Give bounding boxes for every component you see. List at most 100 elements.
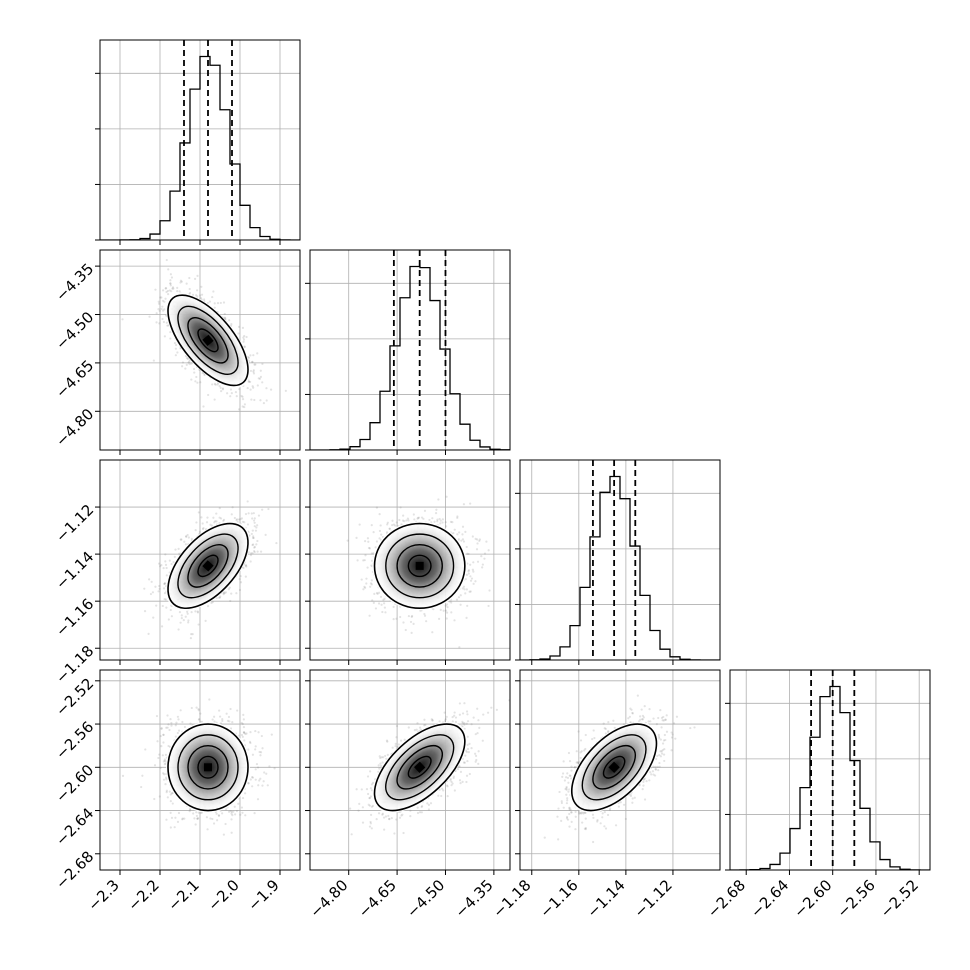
scatter-point — [180, 617, 183, 620]
scatter-point — [448, 600, 451, 603]
scatter-point — [252, 536, 255, 540]
scatter-point — [252, 543, 255, 546]
scatter-point — [184, 535, 188, 538]
scatter-point — [444, 609, 448, 612]
scatter-point — [456, 533, 459, 536]
scatter-point — [257, 377, 260, 380]
scatter-point — [475, 548, 479, 551]
scatter-point — [251, 529, 254, 532]
scatter-point — [249, 560, 252, 563]
scatter-point — [238, 408, 241, 411]
scatter-point — [423, 509, 427, 512]
scatter-point — [184, 615, 187, 618]
scatter-point — [230, 513, 233, 516]
plot-area — [310, 460, 510, 660]
scatter-point — [373, 592, 376, 595]
scatter-point — [399, 506, 402, 509]
scatter-point — [372, 601, 375, 604]
scatter-point — [163, 308, 166, 311]
scatter-point — [366, 537, 370, 540]
scatter-point — [243, 334, 246, 338]
scatter-point — [151, 591, 154, 594]
scatter-point — [218, 506, 221, 510]
scatter-point — [244, 575, 247, 578]
scatter-point — [269, 388, 273, 391]
scatter-point — [458, 646, 461, 649]
scatter-point — [163, 335, 166, 338]
scatter-point — [191, 293, 195, 296]
scatter-point — [171, 286, 175, 289]
scatter-point — [237, 518, 241, 521]
scatter-point — [402, 621, 405, 624]
scatter-point — [407, 614, 410, 618]
scatter-point — [196, 295, 199, 298]
scatter-point — [428, 518, 431, 522]
scatter-point — [213, 398, 216, 401]
scatter-point — [481, 566, 484, 569]
scatter-point — [252, 386, 255, 389]
scatter-point — [368, 547, 371, 550]
scatter-point — [170, 562, 173, 566]
scatter-point — [196, 610, 199, 613]
scatter-point — [383, 602, 386, 605]
scatter-point — [218, 596, 221, 599]
scatter-point — [363, 540, 367, 543]
scatter-point — [434, 512, 438, 515]
scatter-point — [467, 570, 470, 573]
scatter-point — [174, 354, 177, 357]
scatter-point — [483, 552, 487, 555]
scatter-point — [215, 512, 218, 515]
scatter-point — [467, 552, 470, 556]
scatter-point — [242, 566, 245, 570]
scatter-point — [461, 525, 465, 528]
scatter-point — [203, 298, 206, 301]
scatter-point — [165, 290, 168, 294]
scatter-point — [219, 386, 222, 389]
scatter-point — [244, 564, 247, 567]
scatter-point — [169, 608, 172, 612]
y-tick-label: −1.16 — [52, 595, 97, 640]
scatter-point — [164, 598, 168, 601]
scatter-point — [488, 589, 491, 592]
contour-level — [177, 305, 239, 375]
scatter-point — [184, 355, 188, 358]
plot-area — [310, 250, 510, 450]
scatter-point — [259, 369, 262, 372]
scatter-point — [264, 533, 267, 536]
contour-level — [197, 554, 219, 578]
scatter-point — [158, 562, 161, 565]
scatter-point — [164, 553, 167, 556]
scatter-point — [450, 611, 453, 614]
scatter-point — [199, 381, 202, 384]
scatter-point — [439, 522, 442, 525]
scatter-point — [250, 398, 253, 401]
scatter-point — [467, 569, 471, 572]
scatter-point — [365, 577, 368, 580]
scatter-point — [157, 308, 160, 311]
scatter-point — [253, 550, 256, 554]
scatter-point — [162, 567, 165, 570]
scatter-point — [404, 628, 407, 632]
scatter-point — [462, 585, 466, 588]
scatter-point — [219, 595, 222, 598]
scatter-point — [196, 381, 199, 384]
scatter-point — [261, 508, 264, 511]
scatter-point — [188, 287, 191, 291]
scatter-point — [187, 536, 190, 539]
scatter-point — [229, 388, 233, 391]
scatter-point — [235, 395, 238, 398]
scatter-point — [256, 550, 259, 553]
y-tick-label: −1.12 — [52, 501, 97, 546]
scatter-point — [160, 296, 163, 299]
scatter-point — [224, 591, 227, 594]
scatter-point — [180, 538, 183, 541]
scatter-point — [412, 513, 415, 516]
scatter-point — [256, 539, 259, 543]
scatter-point — [445, 495, 448, 498]
scatter-point — [370, 564, 373, 567]
scatter-point — [233, 516, 236, 520]
scatter-point — [162, 587, 166, 590]
scatter-point — [243, 345, 246, 348]
scatter-point — [445, 603, 449, 606]
scatter-point — [169, 282, 172, 285]
